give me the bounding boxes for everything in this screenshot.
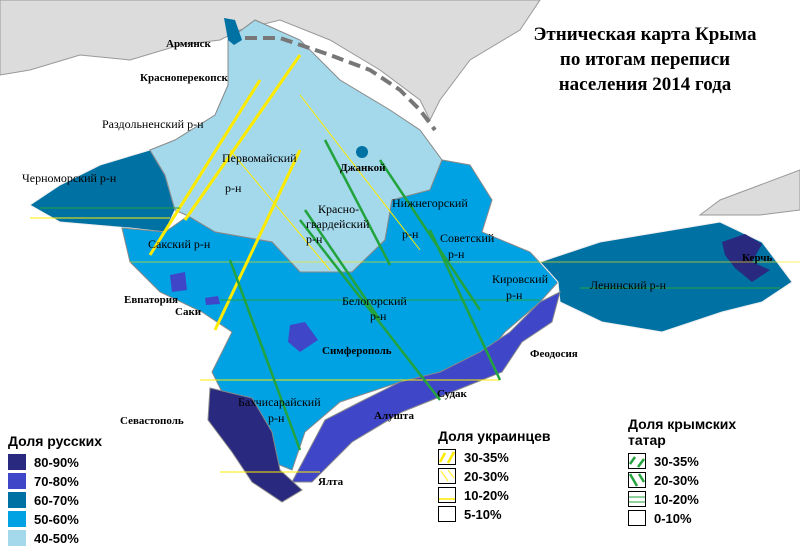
legend-tatars-title: Доля крымских татар (628, 416, 736, 448)
label-nizhnegorsky-2: р-н (402, 227, 419, 241)
label-dzhankoy: Джанкой (340, 162, 386, 174)
mainland-ukraine (0, 0, 541, 122)
city-saki (205, 296, 220, 305)
legend-label: 10-20% (464, 487, 509, 503)
legend-item: 10-20% (628, 490, 736, 508)
label-kerch: Керчь (742, 252, 773, 264)
legend-item: 0-10% (628, 509, 736, 527)
legend-item: 70-80% (8, 472, 102, 490)
legend-item: 50-60% (8, 510, 102, 528)
label-kirovsky-2: р-н (506, 288, 523, 302)
map-title: Этническая карта Крыма по итогам перепис… (515, 22, 775, 97)
border-dashed (245, 36, 437, 132)
label-bakhchisaraysky-2: р-н (268, 411, 285, 425)
label-krasnogv-2: гвардейский (306, 217, 370, 231)
swatch (8, 511, 26, 527)
swatch-horizontal (628, 491, 646, 507)
legend-label: 0-10% (654, 510, 692, 526)
swatch-thick-backslash (628, 472, 646, 488)
legend-item: 60-70% (8, 491, 102, 509)
city-evpatoria (170, 272, 187, 292)
city-dzhankoy (356, 146, 368, 158)
label-belogorsky-2: р-н (370, 309, 387, 323)
label-armyansk: Армянск (166, 38, 211, 50)
legend-label: 30-35% (654, 453, 699, 469)
city-simferopol (288, 322, 318, 352)
legend-label: 5-10% (464, 506, 502, 522)
title-line-1: Этническая карта Крыма (533, 24, 757, 45)
legend-label: 50-60% (34, 511, 79, 527)
swatch-horizontal (438, 487, 456, 503)
tatar-hatching (40, 139, 780, 451)
label-alushta: Алушта (374, 410, 414, 422)
legend-label: 60-70% (34, 492, 79, 508)
legend-russians: Доля русских 80-90% 70-80% 60-70% 50-60%… (8, 433, 102, 548)
label-krasnogv-3: р-н (306, 232, 323, 246)
label-evpatoria: Евпатория (124, 294, 178, 306)
label-razdolnensky: Раздольненский р-н (102, 117, 204, 131)
region-chernomorsky (29, 149, 176, 233)
label-pervomaisky-2: р-н (225, 181, 242, 195)
legend-item: 10-20% (438, 486, 551, 504)
label-krasnoperekopsk: Красноперекопск (140, 72, 228, 84)
legend-tatars-title-1: Доля крымских (628, 416, 737, 432)
region-south-coast (291, 291, 561, 483)
legend-label: 80-90% (34, 454, 79, 470)
legend-label: 30-35% (464, 449, 509, 465)
legend-item: 80-90% (8, 453, 102, 471)
title-line-3: населения 2014 года (558, 74, 732, 95)
legend-tatars: Доля крымских татар 30-35% 20-30% 10-20% … (628, 416, 736, 528)
legend-item: 20-30% (628, 471, 736, 489)
label-pervomaisky: Первомайский (222, 151, 297, 165)
legend-item: 30-35% (438, 448, 551, 466)
region-sevastopol (207, 387, 303, 503)
label-sevastopol: Севастополь (120, 415, 184, 427)
legend-label: 20-30% (464, 468, 509, 484)
ukrainian-hatching (30, 54, 800, 473)
legend-item: 30-35% (628, 452, 736, 470)
title-line-2: по итогам переписи (559, 49, 731, 70)
mainland-russia (698, 169, 800, 216)
label-chernomorsky: Черноморский р-н (22, 171, 117, 185)
legend-item: 20-30% (438, 467, 551, 485)
label-krasnogv-1: Красно- (318, 202, 360, 216)
swatch-thick-diagonal (628, 453, 646, 469)
legend-tatars-title-2: татар (628, 432, 666, 448)
swatch (8, 454, 26, 470)
swatch (8, 530, 26, 546)
legend-ukrainians: Доля украинцев 30-35% 20-30% 10-20% 5-10… (438, 428, 551, 524)
legend-label: 40-50% (34, 530, 79, 546)
label-sovetsky: Советский (440, 231, 495, 245)
city-armyansk (224, 18, 242, 45)
legend-label: 70-80% (34, 473, 79, 489)
legend-item: 5-10% (438, 505, 551, 523)
label-sudak: Судак (437, 388, 467, 400)
legend-item: 40-50% (8, 529, 102, 547)
legend-ukrainians-title: Доля украинцев (438, 428, 551, 444)
label-belogorsky: Белогорский (342, 294, 407, 308)
label-saki: Саки (175, 306, 202, 318)
legend-label: 10-20% (654, 491, 699, 507)
label-bakhchisaraysky: Бахчисарайский (238, 395, 321, 409)
swatch-empty (628, 510, 646, 526)
label-sovetsky-2: р-н (448, 247, 465, 261)
label-simferopol: Симферополь (322, 345, 392, 357)
label-nizhnegorsky: Нижнегорский (392, 196, 468, 210)
swatch (8, 492, 26, 508)
label-feodosia: Феодосия (530, 348, 578, 360)
legend-russians-title: Доля русских (8, 433, 103, 449)
label-kirovsky: Кировский (492, 272, 549, 286)
label-leninsky: Ленинский р-н (590, 278, 667, 292)
legend-label: 20-30% (654, 472, 699, 488)
label-saksky: Сакский р-н (148, 237, 211, 251)
swatch-thin-diagonal (438, 468, 456, 484)
swatch-thick-diagonal (438, 449, 456, 465)
region-kerch (722, 234, 770, 282)
label-yalta: Ялта (318, 476, 344, 488)
swatch (8, 473, 26, 489)
swatch-empty (438, 506, 456, 522)
